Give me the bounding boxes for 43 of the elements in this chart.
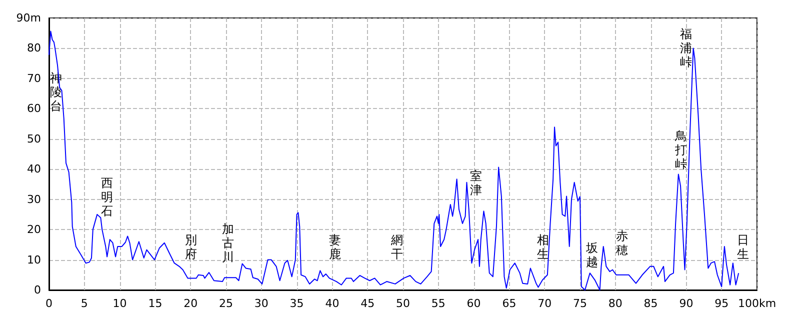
x-tick-label: 5	[80, 297, 88, 310]
x-tick-label: 60	[466, 297, 481, 310]
annotation: 西明石	[101, 176, 113, 218]
x-tick-label: 100km	[738, 297, 776, 310]
annotation: 福浦峠	[680, 27, 692, 69]
x-tick-label: 30	[254, 297, 268, 310]
y-tick-label: 20	[27, 223, 41, 236]
annotation: 網干	[390, 233, 403, 261]
x-tick-label: 10	[112, 297, 127, 310]
x-tick-label: 90	[679, 297, 694, 310]
x-tick-label: 65	[502, 297, 516, 310]
annotation: 室津	[470, 169, 482, 197]
x-tick-label: 55	[431, 297, 446, 310]
annotation: 妻鹿	[329, 233, 341, 261]
annotation: 日生	[737, 233, 749, 261]
x-tick-label: 35	[290, 297, 304, 310]
x-tick-label: 70	[538, 297, 552, 310]
y-tick-label: 10	[27, 253, 41, 266]
x-tick-label: 85	[644, 297, 658, 310]
annotation: 鳥打峠	[674, 129, 687, 171]
x-tick-label: 15	[148, 297, 162, 310]
y-tick-label: 0	[34, 284, 41, 296]
y-tick-label: 40	[27, 162, 41, 176]
x-tick-label: 45	[360, 297, 375, 310]
y-tick-label: 30	[27, 192, 41, 206]
x-tick-label: 50	[396, 297, 410, 310]
x-tick-label: 40	[325, 297, 340, 310]
annotation: 相生	[537, 233, 549, 261]
annotation: 坂越	[585, 241, 598, 269]
y-tick-label: 90m	[16, 12, 41, 24]
y-tick-label: 60	[27, 102, 41, 116]
y-tick-label: 70	[27, 72, 41, 85]
x-tick-label: 95	[714, 297, 729, 310]
y-tick-label: 80	[27, 42, 41, 55]
annotation: 別府	[185, 233, 197, 261]
x-tick-label: 25	[219, 297, 233, 310]
y-tick-label: 50	[27, 132, 41, 146]
x-tick-label: 20	[184, 297, 198, 310]
x-tick-label: 80	[608, 297, 622, 310]
annotation: 赤穂	[616, 229, 628, 257]
annotation: 加古川	[222, 222, 234, 264]
x-tick-label: 0	[46, 297, 52, 310]
x-tick-label: 75	[573, 297, 587, 310]
